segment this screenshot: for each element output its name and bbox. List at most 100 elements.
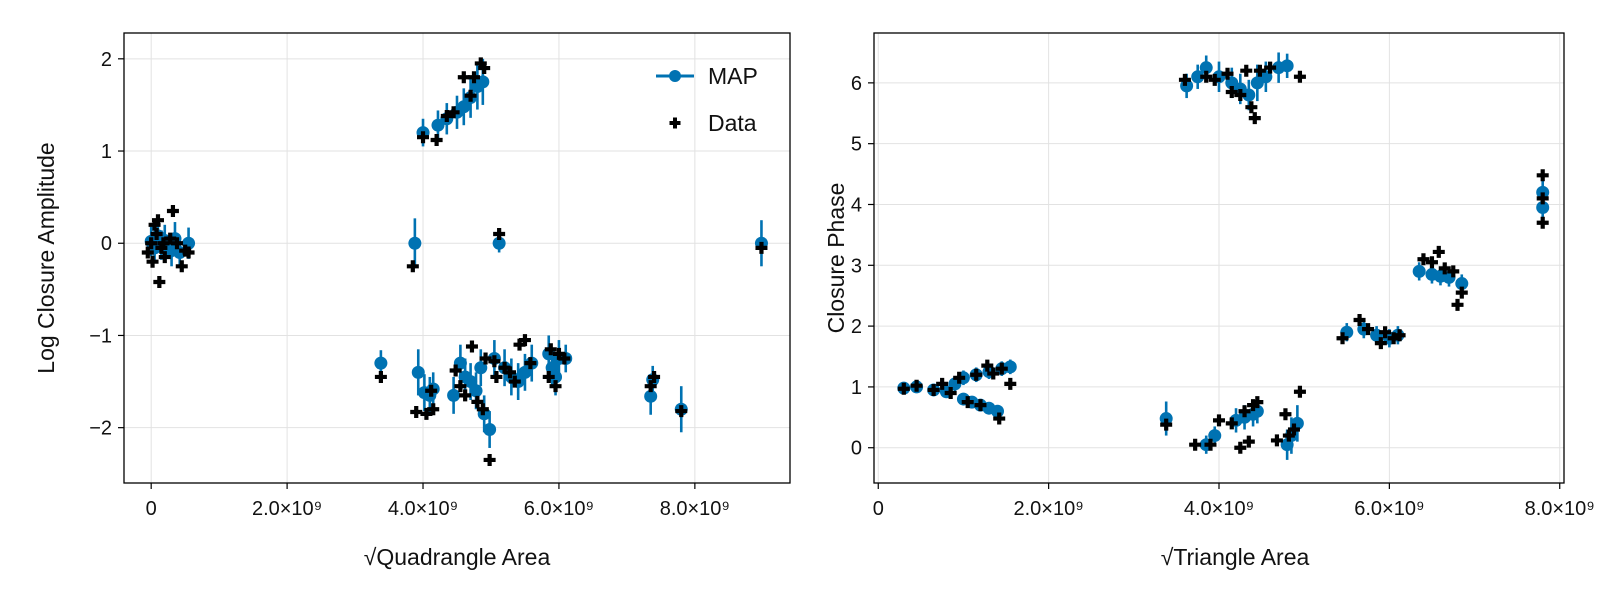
data-point: [1221, 67, 1234, 80]
data-point: [508, 375, 521, 388]
data-point: [1336, 332, 1349, 345]
x-tick-label: 0: [146, 498, 157, 520]
data-point: [1200, 70, 1213, 83]
data-point: [153, 275, 166, 288]
data-point: [1447, 265, 1460, 278]
x-tick-label: 8.0×10⁹: [1525, 498, 1595, 520]
data-point: [464, 89, 477, 102]
map-point: [644, 389, 658, 403]
data-point: [953, 371, 966, 384]
data-point: [425, 384, 438, 397]
data-point: [1238, 405, 1251, 418]
data-point: [150, 228, 163, 241]
y-tick-label: 0: [851, 438, 862, 460]
data-point: [406, 260, 419, 273]
map-point: [518, 365, 532, 379]
data-point: [981, 359, 994, 372]
data-point: [166, 204, 179, 217]
data-point: [1234, 441, 1247, 454]
legend-map-marker: [669, 70, 681, 82]
y-axis-label: Closure Phase: [823, 183, 849, 334]
data-point: [1242, 435, 1255, 448]
legend-data-label: Data: [708, 110, 757, 136]
data-point: [430, 133, 443, 146]
data-point: [459, 389, 472, 402]
data-point: [1279, 408, 1292, 421]
data-point: [1432, 245, 1445, 258]
map-point: [408, 236, 422, 250]
y-tick-label: 2: [851, 316, 862, 338]
data-point: [449, 364, 462, 377]
x-axis-label: √Quadrangle Area: [364, 544, 551, 570]
y-tick-label: 5: [851, 134, 862, 156]
data-point: [897, 382, 910, 395]
x-tick-label: 8.0×10⁹: [660, 498, 730, 520]
data-point: [1455, 286, 1468, 299]
y-tick-label: −1: [89, 325, 112, 347]
y-tick-label: 3: [851, 255, 862, 277]
data-point: [970, 368, 983, 381]
map-point: [469, 384, 483, 398]
data-point: [158, 251, 171, 264]
data-point: [1204, 438, 1217, 451]
y-tick-label: 4: [851, 194, 862, 216]
map-point: [1159, 412, 1173, 426]
data-point: [476, 403, 489, 416]
data-point: [479, 352, 492, 365]
closure-phase-panel: 0 2.0×10⁹ 4.0×10⁹ 6.0×10⁹ 8.0×10⁹ 0 1 2 3 4 5 6 √Tr…: [823, 32, 1595, 570]
data-point: [146, 255, 159, 268]
legend-data-marker: [669, 117, 681, 129]
x-tick-label: 0: [873, 498, 884, 520]
map-point: [549, 370, 563, 384]
data-point: [478, 62, 491, 75]
x-tick-label: 4.0×10⁹: [388, 498, 458, 520]
map-point: [1455, 277, 1469, 291]
data-point: [1225, 85, 1238, 98]
data-point: [1264, 61, 1277, 74]
data-point: [1536, 169, 1549, 182]
data-point: [1245, 101, 1258, 114]
x-axis-label: √Triangle Area: [1161, 544, 1310, 570]
data-point: [910, 379, 923, 392]
data-point: [755, 241, 768, 254]
map-point: [1412, 264, 1426, 278]
y-tick-label: 1: [851, 377, 862, 399]
map-point: [483, 423, 497, 437]
data-point: [1417, 253, 1430, 266]
map-point: [492, 236, 506, 250]
log-closure-amplitude-panel: 0 2.0×10⁹ 4.0×10⁹ 6.0×10⁹ 8.0×10⁹ −2 −1 0 1 2 √Qu…: [33, 32, 791, 570]
data-point: [1225, 417, 1238, 430]
data-point: [1234, 89, 1247, 102]
data-point: [542, 370, 555, 383]
y-tick-label: 6: [851, 73, 862, 95]
data-point: [483, 453, 496, 466]
map-point: [374, 356, 388, 370]
y-axis-label: Log Closure Amplitude: [33, 142, 59, 373]
data-point: [1374, 337, 1387, 350]
data-point: [467, 71, 480, 84]
y-tick-label: 1: [101, 141, 112, 163]
data-point: [471, 395, 484, 408]
data-point: [374, 370, 387, 383]
legend-map-label: MAP: [708, 63, 758, 89]
data-point: [675, 405, 688, 418]
data-point: [457, 71, 470, 84]
data-point: [1393, 329, 1406, 342]
data-point: [549, 380, 562, 393]
data-point: [1438, 262, 1451, 275]
data-point: [1189, 438, 1202, 451]
data-point: [175, 260, 188, 273]
data-point: [544, 343, 557, 356]
data-point: [151, 214, 164, 227]
data-point: [1270, 434, 1283, 447]
data-point: [936, 377, 949, 390]
x-tick-label: 6.0×10⁹: [524, 498, 594, 520]
data-point: [493, 228, 506, 241]
data-point: [1287, 423, 1300, 436]
x-tick-label: 4.0×10⁹: [1184, 498, 1254, 520]
data-point: [1362, 323, 1375, 336]
data-point: [961, 396, 974, 409]
data-point: [1240, 64, 1253, 77]
data-point: [974, 399, 987, 412]
